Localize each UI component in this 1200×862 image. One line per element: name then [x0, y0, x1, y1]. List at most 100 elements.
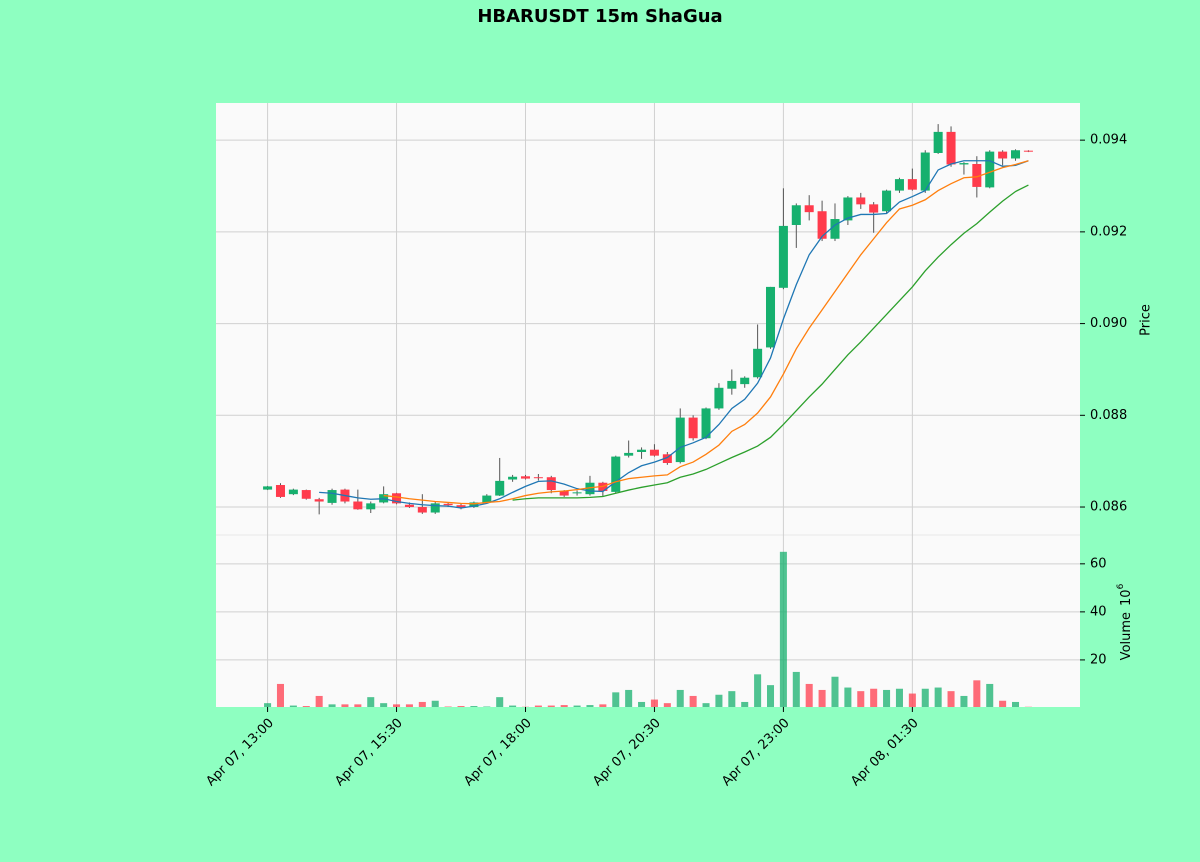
candle-body [985, 151, 995, 188]
x-tick-label: Apr 07, 15:30 [332, 716, 405, 789]
volume-bar [663, 703, 671, 707]
volume-bar [792, 671, 800, 707]
candle-body [894, 179, 904, 191]
candle-body [856, 197, 866, 205]
candle-body [404, 504, 414, 508]
volume-bar [689, 695, 697, 707]
volume-tick-label: 20 [1090, 652, 1107, 667]
volume-axis-label: Volume 106 [1116, 583, 1134, 660]
y-tick-label: 0.094 [1090, 133, 1127, 148]
volume-bar [715, 694, 723, 707]
y-tick-label: 0.088 [1090, 408, 1127, 423]
volume-bar [921, 688, 929, 707]
volume-bar [650, 699, 658, 707]
candle-body [804, 205, 814, 213]
candle-body [301, 490, 311, 499]
candle-body [275, 485, 285, 497]
volume-bar [599, 704, 607, 707]
volume-bar [457, 706, 465, 707]
volume-bar [367, 697, 375, 707]
volume-unit-exponent: 6 [1116, 583, 1126, 589]
volume-bar [895, 688, 903, 707]
candle-body [753, 348, 763, 378]
plot-background [216, 103, 1080, 707]
volume-bar [676, 689, 684, 707]
candle-body [366, 503, 376, 510]
candle-body [624, 452, 634, 456]
candle-body [907, 179, 917, 190]
volume-bar [276, 683, 284, 707]
volume-bar [470, 706, 478, 707]
candle-body [611, 456, 621, 492]
candle-body [469, 502, 479, 508]
volume-bar [766, 685, 775, 707]
candle-body [998, 151, 1008, 159]
candle-body [649, 449, 659, 456]
candle-body [946, 131, 956, 165]
volume-bar [754, 674, 762, 707]
volume-bar [973, 680, 981, 707]
volume-bar [354, 704, 362, 707]
candle-body [843, 197, 853, 221]
candle-body [533, 477, 543, 479]
volume-bar [1012, 701, 1020, 707]
volume-bar [934, 687, 942, 707]
volume-bar [560, 705, 568, 707]
volume-tick-label: 60 [1090, 556, 1107, 571]
x-tick-label: Apr 07, 13:00 [203, 716, 276, 789]
volume-bar [393, 704, 401, 707]
candle-body [314, 499, 324, 502]
candle-body [830, 219, 840, 239]
candle-body [263, 486, 273, 490]
candle-body [933, 131, 943, 153]
candle-body [417, 507, 427, 513]
candle-body [765, 286, 776, 348]
volume-bar [779, 551, 787, 707]
candle-body [701, 408, 711, 439]
candle-body [430, 503, 440, 513]
volume-bar [831, 676, 839, 707]
volume-bar [289, 705, 297, 707]
y-tick-label: 0.086 [1090, 500, 1127, 515]
volume-bar [999, 700, 1007, 707]
candle-body [288, 489, 298, 495]
volume-bar [728, 691, 736, 707]
moving-average [319, 160, 1029, 509]
volume-bar [638, 701, 646, 707]
volume-bar [341, 704, 349, 707]
volume-bar [573, 705, 581, 707]
volume-bar [405, 704, 413, 707]
volume-bar [534, 705, 542, 707]
y-axis-label: Price [1139, 304, 1154, 336]
volume-bar [264, 703, 272, 707]
candle-body [920, 152, 930, 191]
candle-body [869, 204, 879, 213]
candle-body [495, 480, 505, 496]
volume-bar [586, 705, 594, 707]
candle-body [1023, 150, 1033, 152]
volume-bar [741, 701, 749, 707]
x-tick-label: Apr 07, 18:00 [461, 716, 534, 789]
candle-body [585, 482, 595, 495]
volume-bar [431, 700, 439, 707]
volume-bar [908, 693, 916, 707]
candle-body [482, 495, 492, 503]
volume-bar [805, 683, 813, 707]
x-tick-label: Apr 07, 23:00 [719, 716, 792, 789]
candle-body [675, 417, 685, 463]
volume-bar [328, 704, 336, 707]
volume-bar [612, 692, 620, 707]
volume-bar [844, 687, 852, 707]
volume-bar [960, 695, 968, 707]
candle-body [443, 503, 453, 506]
candle-body [572, 492, 582, 494]
chart-title: HBARUSDT 15m ShaGua [477, 6, 722, 27]
volume-bar [947, 691, 955, 707]
volume-bar [547, 705, 555, 707]
candle-body [740, 377, 750, 385]
volume-bar [302, 706, 310, 707]
volume-bar [702, 703, 710, 707]
volume-bar [315, 695, 323, 707]
candle-body [714, 387, 724, 409]
